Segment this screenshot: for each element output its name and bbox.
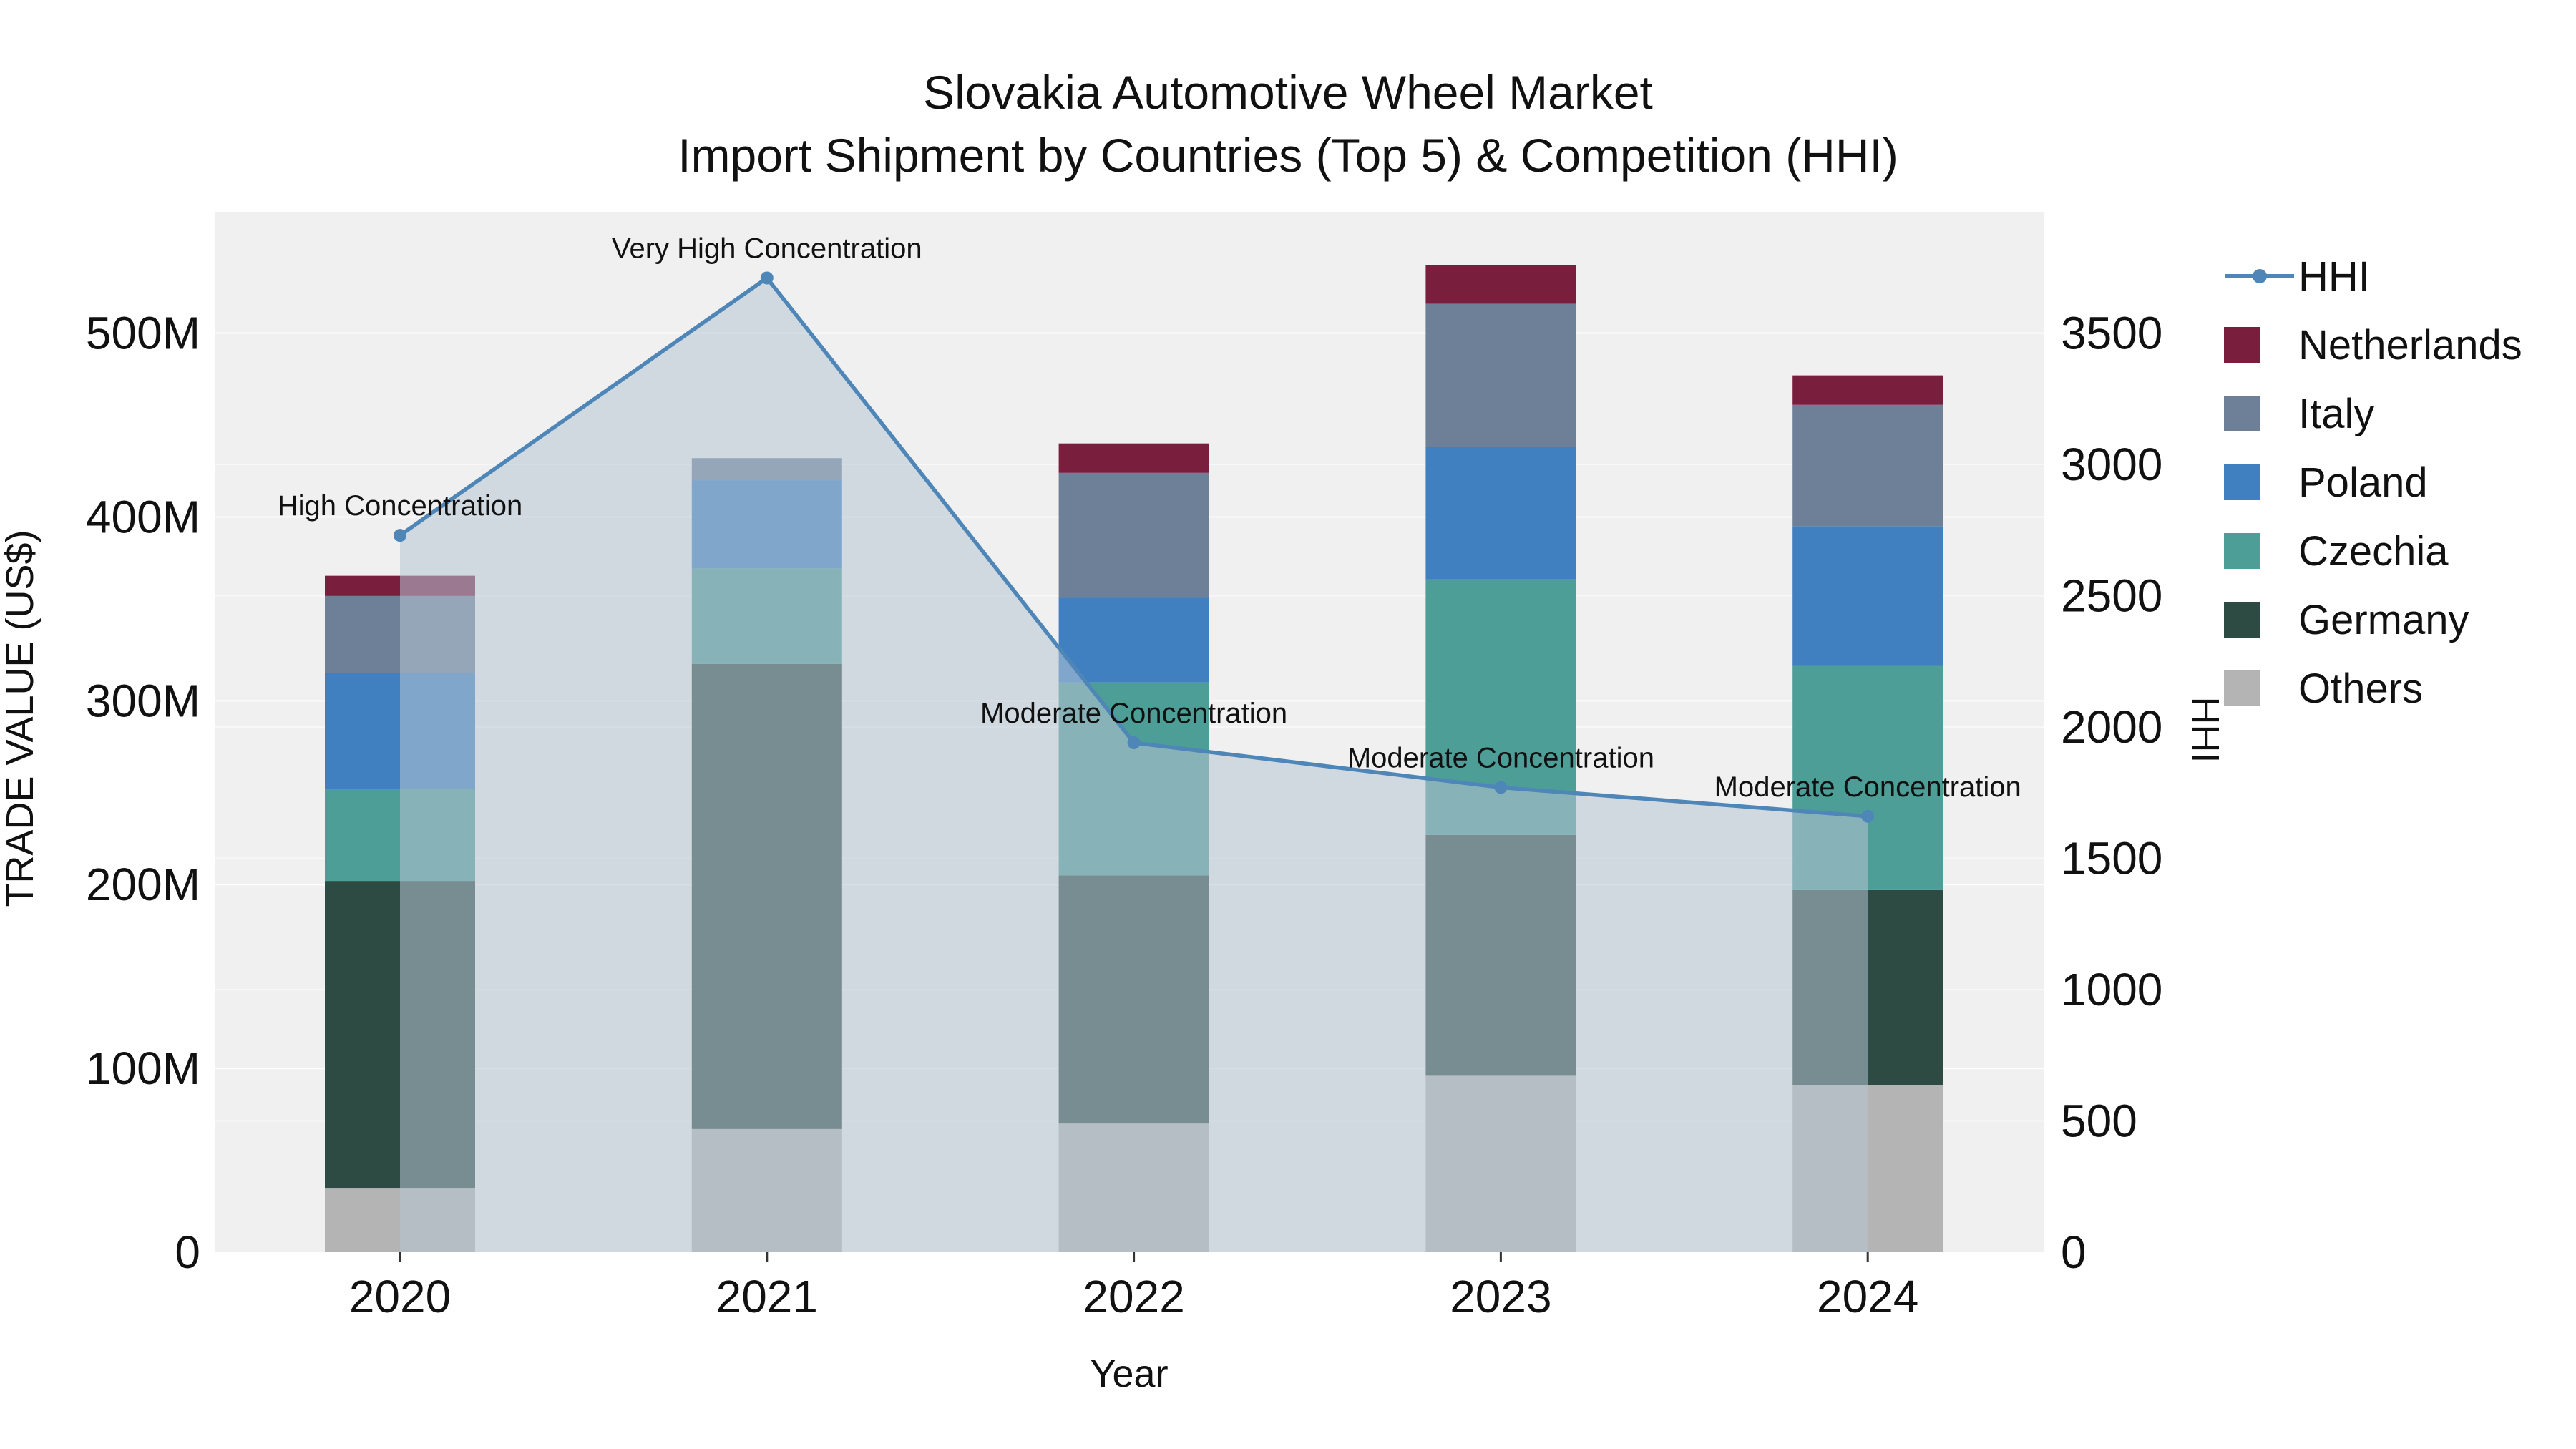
bar-segment-italy-2023 bbox=[1425, 303, 1576, 447]
color-square-icon bbox=[2224, 464, 2260, 500]
x-axis-title: Year bbox=[1090, 1352, 1168, 1395]
color-square-icon bbox=[2224, 396, 2260, 431]
ytick-left-500M: 500M bbox=[86, 308, 200, 359]
annotation-2024: Moderate Concentration bbox=[1714, 771, 2021, 803]
color-square-icon bbox=[2224, 602, 2260, 638]
ytick-right-3000: 3000 bbox=[2061, 439, 2162, 490]
hhi-marker-2020 bbox=[394, 529, 406, 542]
legend-label: Others bbox=[2298, 665, 2424, 712]
legend-label: Germany bbox=[2298, 596, 2469, 643]
ytick-left-0: 0 bbox=[175, 1226, 200, 1278]
ytick-right-500: 500 bbox=[2061, 1096, 2137, 1147]
legend-swatch-italy bbox=[2224, 396, 2298, 431]
ytick-right-1000: 1000 bbox=[2061, 964, 2162, 1015]
legend-hhi-line-icon bbox=[2224, 258, 2298, 294]
y-axis-title-right: HHI bbox=[2184, 697, 2227, 763]
legend-label: Italy bbox=[2298, 390, 2375, 437]
legend-swatch-others bbox=[2224, 670, 2298, 706]
legend-item-italy: Italy bbox=[2224, 379, 2522, 448]
hhi-marker-2023 bbox=[1494, 781, 1508, 794]
bar-segment-netherlands-2022 bbox=[1058, 443, 1209, 473]
legend-item-poland: Poland bbox=[2224, 448, 2522, 517]
bar-segment-poland-2023 bbox=[1425, 447, 1576, 580]
color-square-icon bbox=[2224, 533, 2260, 569]
xtick-label-2024: 2024 bbox=[1817, 1271, 1918, 1322]
y-axis-title-left: TRADE VALUE (US$) bbox=[0, 530, 42, 907]
annotation-2020: High Concentration bbox=[278, 490, 522, 522]
legend-label: Netherlands bbox=[2298, 321, 2522, 369]
annotation-2022: Moderate Concentration bbox=[980, 698, 1287, 729]
legend-label: Czechia bbox=[2298, 527, 2449, 575]
legend: HHI Netherlands Italy Poland Czechia Germany O… bbox=[2224, 242, 2522, 723]
line-sample-icon bbox=[2225, 269, 2294, 283]
annotation-2023: Moderate Concentration bbox=[1347, 742, 1654, 774]
legend-item-netherlands: Netherlands bbox=[2224, 311, 2522, 379]
annotation-2021: Very High Concentration bbox=[612, 233, 922, 264]
legend-label: HHI bbox=[2298, 253, 2370, 300]
legend-swatch-czechia bbox=[2224, 533, 2298, 569]
legend-item-others: Others bbox=[2224, 654, 2522, 723]
ytick-right-0: 0 bbox=[2061, 1226, 2087, 1278]
bar-segment-poland-2024 bbox=[1792, 526, 1943, 666]
hhi-marker-2024 bbox=[1861, 809, 1875, 823]
chart-title-line1: Slovakia Automotive Wheel Market bbox=[923, 66, 1653, 119]
bar-segment-netherlands-2024 bbox=[1792, 375, 1943, 405]
xtick-label-2023: 2023 bbox=[1450, 1271, 1551, 1322]
color-square-icon bbox=[2224, 327, 2260, 363]
hhi-area bbox=[400, 278, 1868, 1252]
bar-segment-italy-2024 bbox=[1792, 404, 1943, 527]
chart-title-line2: Import Shipment by Countries (Top 5) & C… bbox=[678, 128, 1898, 182]
ytick-right-2500: 2500 bbox=[2061, 570, 2162, 622]
ytick-left-400M: 400M bbox=[86, 491, 200, 542]
color-square-icon bbox=[2224, 670, 2260, 706]
bar-segment-poland-2022 bbox=[1058, 597, 1209, 683]
ytick-left-100M: 100M bbox=[86, 1043, 200, 1094]
ytick-right-2000: 2000 bbox=[2061, 701, 2162, 753]
xtick-label-2022: 2022 bbox=[1083, 1271, 1184, 1322]
hhi-marker-2021 bbox=[760, 271, 774, 285]
xtick-label-2021: 2021 bbox=[716, 1271, 818, 1322]
bar-segment-netherlands-2023 bbox=[1425, 265, 1576, 304]
legend-swatch-germany bbox=[2224, 602, 2298, 638]
ytick-left-300M: 300M bbox=[86, 675, 200, 726]
ytick-right-3500: 3500 bbox=[2061, 308, 2162, 359]
xtick-label-2020: 2020 bbox=[349, 1271, 451, 1322]
bar-segment-italy-2022 bbox=[1058, 472, 1209, 598]
ytick-left-200M: 200M bbox=[86, 859, 200, 910]
legend-item-hhi: HHI bbox=[2224, 242, 2522, 311]
legend-item-germany: Germany bbox=[2224, 585, 2522, 654]
chart-title: Slovakia Automotive Wheel Market Import … bbox=[0, 62, 2576, 187]
legend-swatch-netherlands bbox=[2224, 327, 2298, 363]
hhi-marker-2022 bbox=[1127, 736, 1141, 750]
ytick-right-1500: 1500 bbox=[2061, 833, 2162, 884]
legend-swatch-poland bbox=[2224, 464, 2298, 500]
legend-label: Poland bbox=[2298, 459, 2428, 506]
legend-item-czechia: Czechia bbox=[2224, 517, 2522, 585]
